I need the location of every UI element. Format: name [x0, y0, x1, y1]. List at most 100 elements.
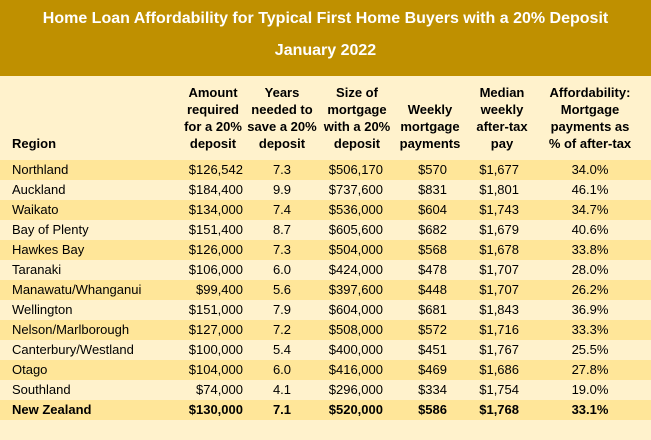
region-cell: Auckland — [12, 182, 66, 197]
value-cell: $104,000 — [188, 362, 243, 377]
column-header: Amount — [188, 85, 238, 100]
row-background — [0, 240, 651, 260]
value-cell: $506,170 — [328, 162, 383, 177]
value-cell: $568 — [418, 242, 447, 257]
value-cell: 7.9 — [272, 302, 292, 317]
region-cell: Bay of Plenty — [12, 222, 89, 237]
region-cell: Manawatu/Whanganui — [12, 282, 142, 297]
value-cell: $424,000 — [328, 262, 383, 277]
value-cell: 40.6% — [571, 222, 609, 237]
value-cell: 19.0% — [571, 382, 609, 397]
value-cell: $682 — [418, 222, 447, 237]
value-cell: $1,843 — [479, 302, 519, 317]
value-cell: 5.6 — [272, 282, 292, 297]
value-cell: $126,000 — [188, 242, 243, 257]
value-cell: $605,600 — [328, 222, 383, 237]
row-background — [0, 320, 651, 340]
value-cell: 7.3 — [272, 242, 292, 257]
row-background — [0, 180, 651, 200]
value-cell: $448 — [418, 282, 447, 297]
subtitle: January 2022 — [274, 42, 377, 59]
value-cell: $1,679 — [479, 222, 519, 237]
value-cell: 27.8% — [571, 362, 609, 377]
row-background — [0, 380, 651, 400]
value-cell: $100,000 — [188, 342, 243, 357]
value-cell: $106,000 — [188, 262, 243, 277]
row-background — [0, 200, 651, 220]
column-header: deposit — [258, 136, 306, 151]
value-cell: $127,000 — [188, 322, 243, 337]
value-cell: 33.1% — [571, 402, 609, 417]
column-header: mortgage — [327, 102, 387, 117]
value-cell: $184,400 — [188, 182, 243, 197]
value-cell: $134,000 — [188, 202, 243, 217]
value-cell: $1,801 — [479, 182, 519, 197]
value-cell: $1,767 — [479, 342, 519, 357]
region-cell: Canterbury/Westland — [12, 342, 134, 357]
value-cell: 33.8% — [571, 242, 609, 257]
column-header: Region — [12, 136, 57, 151]
value-cell: $1,678 — [479, 242, 519, 257]
column-header: Years — [264, 85, 300, 100]
column-header: payments as — [550, 119, 630, 134]
row-background — [0, 280, 651, 300]
value-cell: $1,707 — [479, 282, 519, 297]
value-cell: $296,000 — [328, 382, 383, 397]
column-header: deposit — [333, 136, 381, 151]
value-cell: $504,000 — [328, 242, 383, 257]
column-header: Mortgage — [560, 102, 620, 117]
title-band — [0, 0, 651, 76]
column-header: with a 20% — [323, 119, 391, 134]
value-cell: 6.0 — [272, 262, 292, 277]
value-cell: $469 — [418, 362, 447, 377]
column-header: deposit — [189, 136, 237, 151]
value-cell: $74,000 — [196, 382, 243, 397]
column-header: needed to — [251, 102, 313, 117]
column-header: payments — [399, 136, 461, 151]
value-cell: $1,743 — [479, 202, 519, 217]
value-cell: $586 — [418, 402, 447, 417]
value-cell: $831 — [418, 182, 447, 197]
region-cell: New Zealand — [12, 402, 92, 417]
row-background — [0, 400, 651, 420]
row-background — [0, 160, 651, 180]
value-cell: $1,686 — [479, 362, 519, 377]
column-header: after-tax — [476, 119, 528, 134]
column-header: required — [186, 102, 239, 117]
value-cell: $508,000 — [328, 322, 383, 337]
row-background — [0, 300, 651, 320]
value-cell: $126,542 — [188, 162, 243, 177]
value-cell: $604,000 — [328, 302, 383, 317]
column-header: % of after-tax — [548, 136, 632, 151]
region-cell: Nelson/Marlborough — [12, 322, 130, 337]
value-cell: 33.3% — [571, 322, 609, 337]
row-background — [0, 260, 651, 280]
region-cell: Hawkes Bay — [12, 242, 85, 257]
column-header: mortgage — [400, 119, 460, 134]
value-cell: $520,000 — [328, 402, 383, 417]
value-cell: $737,600 — [328, 182, 383, 197]
value-cell: 7.2 — [272, 322, 292, 337]
value-cell: $151,000 — [188, 302, 243, 317]
value-cell: $570 — [418, 162, 447, 177]
value-cell: 4.1 — [272, 382, 292, 397]
value-cell: $99,400 — [196, 282, 243, 297]
value-cell: 8.7 — [272, 222, 292, 237]
row-background — [0, 360, 651, 380]
value-cell: $1,707 — [479, 262, 519, 277]
row-background — [0, 220, 651, 240]
column-header: Median — [479, 85, 525, 100]
column-header: Affordability: — [549, 85, 631, 100]
value-cell: 6.0 — [272, 362, 292, 377]
column-header: Weekly — [407, 102, 453, 117]
value-cell: 34.7% — [571, 202, 609, 217]
column-header: save a 20% — [247, 119, 317, 134]
value-cell: $1,768 — [479, 402, 519, 417]
value-cell: $604 — [418, 202, 447, 217]
value-cell: $397,600 — [328, 282, 383, 297]
value-cell: 34.0% — [571, 162, 609, 177]
value-cell: 9.9 — [272, 182, 292, 197]
row-background — [0, 340, 651, 360]
region-cell: Waikato — [12, 202, 59, 217]
